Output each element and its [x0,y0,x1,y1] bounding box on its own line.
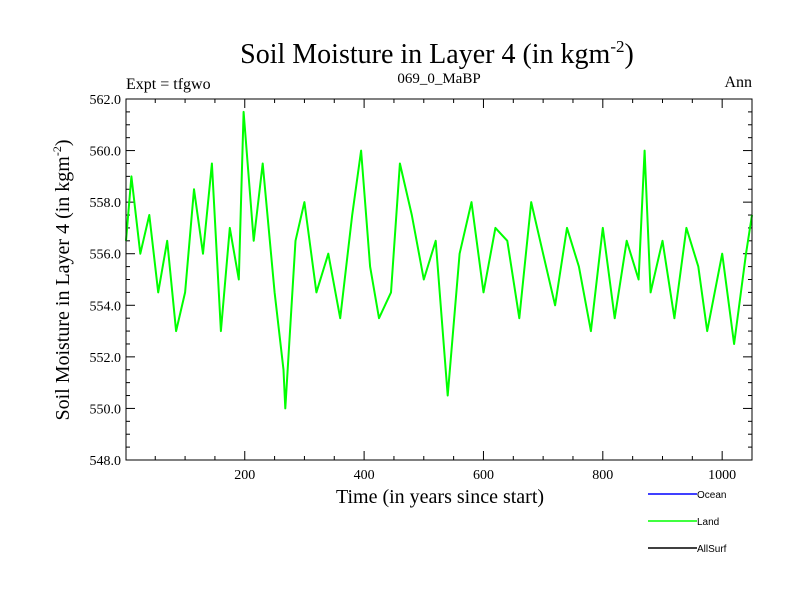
x-tick-label: 1000 [708,468,736,483]
legend-label-ocean: Ocean [697,490,726,501]
series-layer [125,110,753,410]
x-tick-label: 400 [354,468,375,483]
x-tick-label: 600 [473,468,494,483]
subtitle-left: Expt = tfgwo [126,76,211,93]
chart-title: Soil Moisture in Layer 4 (in kgm-2) [240,37,634,70]
chart-title-superscript: -2 [610,37,624,56]
axis-ticks [126,98,753,461]
legend-label-allsurf: AllSurf [697,544,727,555]
y-tick-label: 548.0 [90,454,122,469]
plot-frame [125,98,753,461]
subtitle-center: 069_0_MaBP [397,71,480,87]
y-axis-label: Soil Moisture in Layer 4 (in kgm-2) [50,139,74,420]
x-tick-label: 800 [592,468,613,483]
x-axis-label: Time (in years since start) [336,486,544,508]
y-tick-label: 558.0 [90,196,122,211]
x-tick-label: 200 [234,468,255,483]
axis-tick-labels: 548.0 550.0 552.0 554.0 556.0 558.0 560.0 562.0… [90,93,737,483]
subtitle-right: Ann [724,74,752,91]
series-line-land [125,110,753,410]
legend: Ocean Land AllSurf [648,490,727,555]
y-tick-label: 554.0 [90,299,122,314]
y-tick-label: 562.0 [90,93,122,108]
y-tick-label: 550.0 [90,402,122,417]
legend-label-land: Land [697,517,719,528]
y-tick-label: 556.0 [90,248,122,263]
y-axis-label-superscript: -2 [50,146,64,156]
y-tick-label: 552.0 [90,351,122,366]
y-tick-label: 560.0 [90,145,122,160]
